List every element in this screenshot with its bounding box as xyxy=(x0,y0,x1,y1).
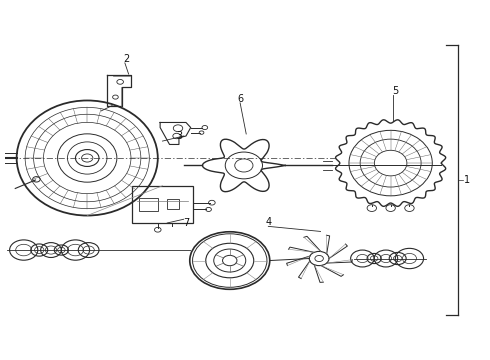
Text: 1: 1 xyxy=(464,175,469,185)
Bar xyxy=(132,186,193,223)
Bar xyxy=(167,199,179,210)
Text: 2: 2 xyxy=(123,54,129,64)
Text: 6: 6 xyxy=(237,94,243,104)
Text: 4: 4 xyxy=(265,217,271,227)
Bar xyxy=(139,198,158,211)
Text: 3: 3 xyxy=(176,131,182,141)
Text: 5: 5 xyxy=(392,86,398,96)
Text: 7: 7 xyxy=(183,218,189,228)
